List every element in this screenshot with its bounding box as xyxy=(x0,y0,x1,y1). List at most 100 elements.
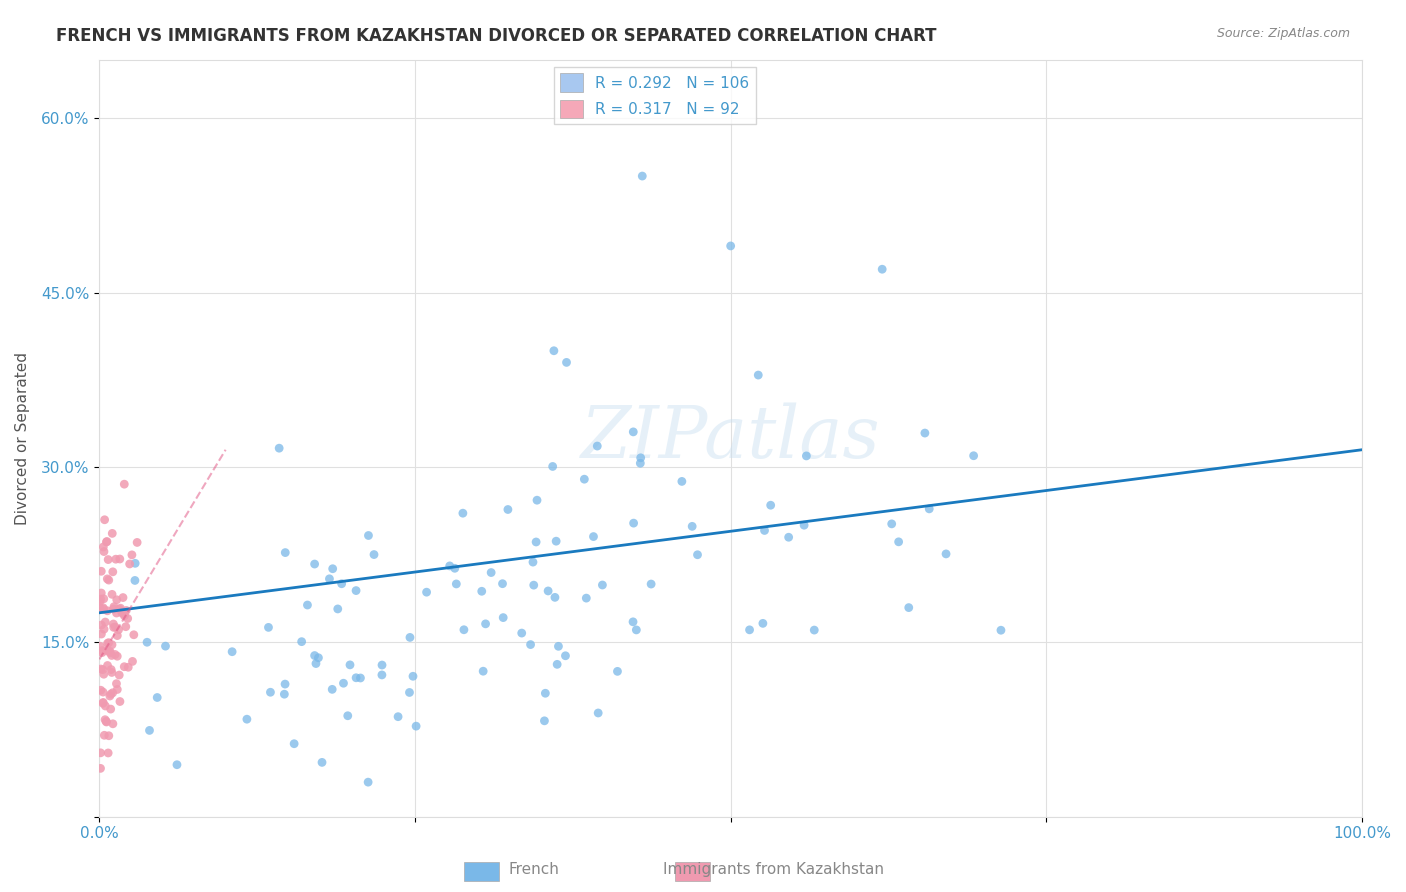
Point xyxy=(122,628,145,642)
Point xyxy=(439,558,461,573)
Point xyxy=(752,616,775,631)
Point xyxy=(101,565,124,579)
Point xyxy=(446,577,468,591)
Point xyxy=(307,650,329,665)
Point xyxy=(479,566,502,580)
Point xyxy=(274,677,297,691)
Point xyxy=(96,643,118,657)
Point xyxy=(738,623,761,637)
Point xyxy=(344,583,367,598)
Point xyxy=(344,671,367,685)
Point xyxy=(671,475,693,489)
Text: French: French xyxy=(509,863,560,877)
Point xyxy=(110,601,132,615)
Point xyxy=(97,746,120,760)
Point xyxy=(108,602,131,616)
Point xyxy=(115,603,138,617)
Point xyxy=(96,658,118,673)
Point xyxy=(269,441,291,455)
Point xyxy=(91,663,114,677)
Point xyxy=(586,439,609,453)
Point xyxy=(492,610,515,624)
Point xyxy=(371,658,394,673)
Point xyxy=(93,544,115,558)
Point xyxy=(524,535,547,549)
Point xyxy=(118,557,141,571)
Point xyxy=(474,616,496,631)
Point xyxy=(93,591,115,606)
Point xyxy=(97,573,120,587)
Text: Source: ZipAtlas.com: Source: ZipAtlas.com xyxy=(1216,27,1350,40)
Point xyxy=(257,620,280,634)
Point xyxy=(472,664,495,678)
Point xyxy=(606,665,628,679)
Point xyxy=(114,620,136,634)
Point xyxy=(124,574,146,588)
Point xyxy=(554,648,576,663)
Point xyxy=(640,577,662,591)
Point xyxy=(97,635,120,649)
Point xyxy=(541,459,564,474)
Point xyxy=(138,723,160,738)
Text: FRENCH VS IMMIGRANTS FROM KAZAKHSTAN DIVORCED OR SEPARATED CORRELATION CHART: FRENCH VS IMMIGRANTS FROM KAZAKHSTAN DIV… xyxy=(56,27,936,45)
Point xyxy=(591,578,613,592)
Point xyxy=(89,761,111,775)
Point xyxy=(311,756,333,770)
Point xyxy=(155,639,177,653)
Point xyxy=(94,698,117,713)
Point xyxy=(90,683,112,698)
Point xyxy=(415,585,437,599)
Point xyxy=(405,719,427,733)
Point xyxy=(166,757,188,772)
Point xyxy=(582,530,605,544)
Point xyxy=(631,169,654,183)
Point xyxy=(747,368,769,382)
Point xyxy=(112,607,135,621)
Point xyxy=(101,665,124,680)
Point xyxy=(93,728,115,742)
Point xyxy=(914,425,936,440)
Point xyxy=(103,602,125,616)
Point xyxy=(623,516,645,530)
Point xyxy=(91,685,114,699)
Point xyxy=(221,645,243,659)
Point xyxy=(621,615,644,629)
Point xyxy=(107,623,129,637)
Point xyxy=(586,706,609,720)
Point xyxy=(754,524,776,538)
Point xyxy=(544,591,567,605)
Point xyxy=(546,657,568,672)
Point xyxy=(108,694,131,708)
Point xyxy=(236,712,259,726)
Point xyxy=(443,561,465,575)
Legend: R = 0.292   N = 106, R = 0.317   N = 92: R = 0.292 N = 106, R = 0.317 N = 92 xyxy=(554,67,755,124)
Point xyxy=(104,552,127,566)
Point xyxy=(93,622,115,636)
Point xyxy=(533,714,555,728)
Point xyxy=(451,506,474,520)
Point xyxy=(339,657,361,672)
Point xyxy=(496,502,519,516)
Point xyxy=(274,545,297,559)
Point xyxy=(330,576,353,591)
Point xyxy=(91,695,114,709)
Point xyxy=(357,528,380,542)
Point xyxy=(124,557,146,571)
Point xyxy=(349,671,371,685)
Point xyxy=(112,659,135,673)
Point xyxy=(897,600,920,615)
Point xyxy=(93,513,115,527)
Point xyxy=(759,498,782,512)
Point xyxy=(621,425,644,439)
Point xyxy=(387,709,409,723)
Point xyxy=(793,518,815,533)
Point xyxy=(546,534,568,549)
Point xyxy=(371,668,394,682)
Point xyxy=(522,555,544,569)
Point xyxy=(103,599,125,614)
Point xyxy=(720,239,742,253)
Point xyxy=(318,572,340,586)
Point xyxy=(273,687,295,701)
Point xyxy=(305,657,328,671)
Point xyxy=(91,600,114,615)
